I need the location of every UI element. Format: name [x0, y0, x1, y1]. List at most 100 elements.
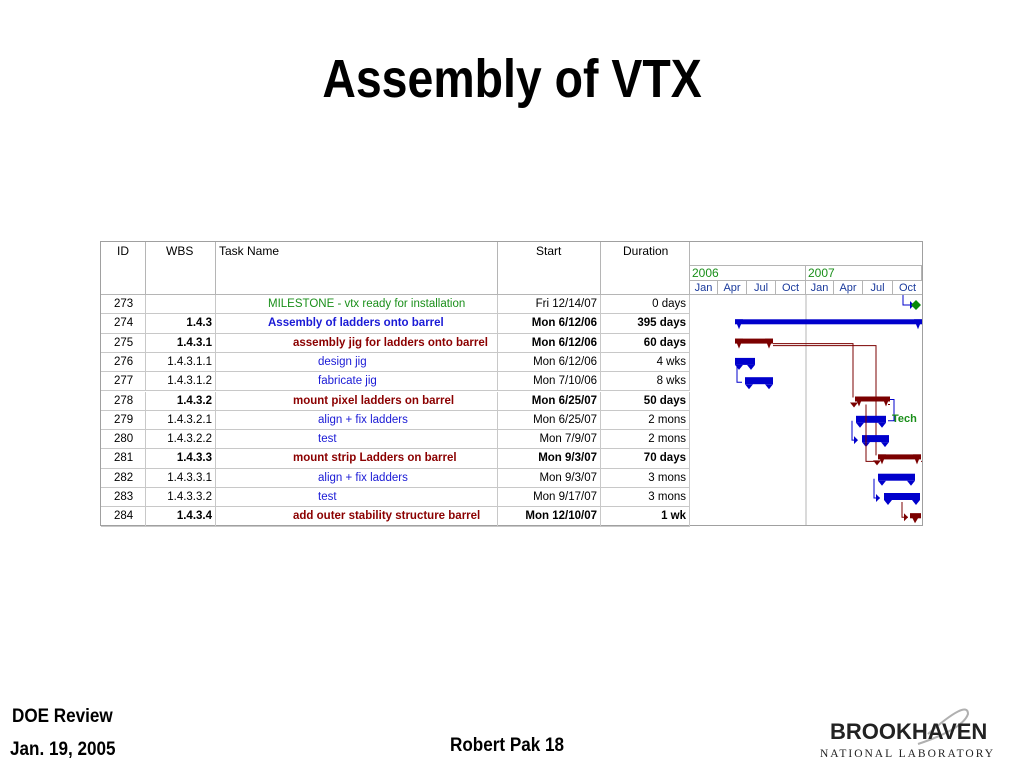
cell-start: Mon 9/3/07 [498, 449, 601, 468]
task-bar-end [878, 480, 886, 486]
month-label: Jul [863, 280, 893, 295]
task-bar-end [907, 480, 915, 486]
cell-wbs: 1.4.3.1.1 [146, 352, 216, 372]
cell-start: Mon 6/25/07 [498, 410, 601, 430]
cell-id: 284 [101, 507, 146, 526]
cell-duration: 8 wks [601, 372, 690, 391]
month-label: Apr [718, 280, 747, 295]
summary-bar-end [914, 319, 922, 330]
month-label: Apr [834, 280, 863, 295]
gantt-chart: ID WBS Task Name Start Duration 2006 200… [100, 241, 923, 527]
table-row[interactable]: 274 1.4.3 Assembly of ladders onto barrel M… [101, 314, 690, 334]
cell-start: Fri 12/14/07 [498, 295, 601, 314]
month-label: Jul [747, 280, 776, 295]
cell-start: Mon 6/12/06 [498, 314, 601, 333]
summary-bar-end [765, 338, 773, 349]
cell-duration: 3 mons [601, 468, 690, 487]
task-bar-end [747, 364, 755, 370]
table-row[interactable]: 284 1.4.3.4 add outer stability structure … [101, 507, 690, 527]
cell-id: 277 [101, 372, 146, 391]
table-row[interactable]: 279 1.4.3.2.1 align + fix ladders Mon 6/25/… [101, 410, 690, 431]
summary-bar-end [882, 396, 890, 407]
task-bar-end [881, 442, 889, 448]
cell-id: 274 [101, 314, 146, 333]
year-2007: 2007 [806, 265, 922, 280]
task-bar-end [878, 422, 886, 428]
cell-task-name: Assembly of ladders onto barrel [216, 314, 498, 333]
cell-id: 283 [101, 488, 146, 507]
task-bar-end [745, 384, 753, 390]
cell-task-name: add outer stability structure barrel [216, 507, 498, 526]
summary-bar [735, 338, 773, 344]
footer-author-page: Robert Pak 18 [450, 735, 565, 756]
cell-start: Mon 12/10/07 [498, 507, 601, 526]
table-row[interactable]: 273 MILESTONE - vtx ready for installatio… [101, 295, 690, 315]
month-label: Oct [776, 280, 806, 295]
cell-task-name: mount strip Ladders on barrel [216, 449, 498, 468]
task-bar [884, 493, 920, 500]
cell-wbs: 1.4.3.1.2 [146, 372, 216, 391]
slide-title: Assembly of VTX [322, 49, 702, 109]
summary-bar-start [878, 454, 886, 465]
table-row[interactable]: 278 1.4.3.2 mount pixel ladders on barrel M… [101, 391, 690, 411]
cell-duration: 50 days [601, 391, 690, 410]
link-arrowhead [873, 460, 881, 466]
cell-start: Mon 9/3/07 [498, 468, 601, 487]
cell-duration: 395 days [601, 314, 690, 333]
dependency-link [888, 399, 895, 422]
link-arrowhead [854, 436, 858, 445]
cell-duration: 60 days [601, 333, 690, 352]
table-row[interactable]: 276 1.4.3.1.1 design jig Mon 6/12/06 4 wks [101, 352, 690, 373]
logo-swoosh-icon [917, 708, 970, 745]
table-row[interactable]: 281 1.4.3.3 mount strip Ladders on barrel M… [101, 449, 690, 469]
table-row[interactable]: 280 1.4.3.2.2 test Mon 7/9/07 2 mons [101, 430, 690, 450]
cell-task-name: align + fix ladders [216, 410, 498, 430]
logo-national-laboratory: NATIONAL LABORATORY [820, 748, 995, 760]
cell-wbs: 1.4.3.4 [146, 507, 216, 526]
dependency-link [736, 366, 742, 383]
cell-wbs: 1.4.3.3.2 [146, 488, 216, 507]
summary-bar-end [913, 454, 921, 465]
task-bar-end [765, 384, 773, 390]
cell-wbs: 1.4.3.2 [146, 391, 216, 410]
task-bar-end [856, 422, 864, 428]
task-bar-end [912, 500, 920, 505]
cell-task-name: design jig [216, 352, 498, 372]
year-2006: 2006 [690, 265, 806, 280]
table-row[interactable]: 283 1.4.3.3.2 test Mon 9/17/07 3 mons [101, 488, 690, 508]
table-row[interactable]: 275 1.4.3.1 assembly jig for ladders onto … [101, 333, 690, 353]
timescale: 2006 2007 Jan Apr Jul Oct Jan Apr Jul Oc… [690, 242, 922, 295]
table-row[interactable]: 277 1.4.3.1.2 fabricate jig Mon 7/10/06 8 wk… [101, 372, 690, 392]
summary-bar-start [855, 396, 863, 407]
brookhaven-logo: BROOKHAVEN NATIONAL LABORATORY [820, 708, 995, 760]
link-arrowhead [876, 494, 880, 502]
milestone-diamond [911, 300, 921, 310]
cell-task-name: align + fix ladders [216, 468, 498, 487]
month-label: Oct [893, 280, 922, 295]
cell-wbs: 1.4.3.3 [146, 449, 216, 468]
cell-duration: 2 mons [601, 410, 690, 430]
cell-duration: 0 days [601, 295, 690, 314]
summary-bar [855, 396, 890, 402]
footer-review: DOE Review [12, 706, 113, 727]
cell-id: 273 [101, 295, 146, 314]
header-task-name: Task Name [216, 242, 498, 295]
task-bar [735, 357, 755, 365]
cell-wbs: 1.4.3 [146, 314, 216, 333]
link-arrowhead [904, 513, 908, 522]
summary-bar-start [735, 338, 743, 349]
footer-date: Jan. 19, 2005 [10, 739, 116, 760]
cell-wbs: 1.4.3.1 [146, 333, 216, 352]
header-start: Start [498, 242, 601, 295]
cell-start: Mon 6/25/07 [498, 391, 601, 410]
cell-duration: 3 mons [601, 488, 690, 507]
table-row[interactable]: 282 1.4.3.3.1 align + fix ladders Mon 9/3/0… [101, 468, 690, 488]
dependency-link [773, 343, 854, 398]
cell-duration: 1 wk [601, 507, 690, 526]
cell-start: Mon 7/10/06 [498, 372, 601, 391]
task-bar [862, 435, 889, 443]
cell-id: 280 [101, 430, 146, 449]
cell-wbs: 1.4.3.2.2 [146, 430, 216, 449]
task-bar-end [735, 364, 743, 370]
cell-task-name: mount pixel ladders on barrel [216, 391, 498, 410]
